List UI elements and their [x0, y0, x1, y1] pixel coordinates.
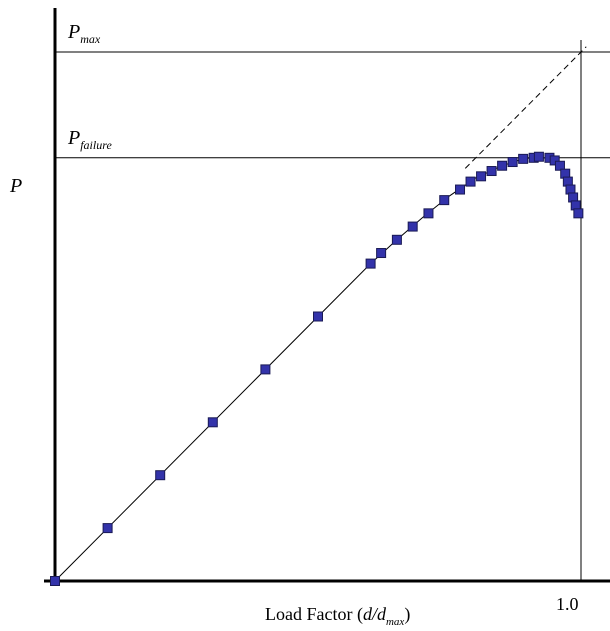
data-point-marker [50, 576, 60, 586]
x-axis-label-var: d/d [363, 604, 387, 624]
data-point-marker [518, 153, 529, 164]
data-point-marker [486, 166, 497, 177]
data-point-marker [549, 155, 560, 166]
data-point-marker [376, 248, 387, 259]
data-point-marker [554, 160, 565, 171]
data-point-marker [439, 195, 450, 206]
data-point-marker [423, 208, 434, 219]
x-axis-label-sub: max [386, 616, 404, 628]
data-point-marker [407, 221, 418, 232]
pfailure-label-main: P [67, 127, 80, 149]
elastic-extension-dashed-line [464, 46, 587, 169]
pmax-label-main: P [67, 21, 80, 43]
pfailure-label: Pfailure [67, 127, 112, 152]
data-point-marker [102, 523, 113, 534]
y-axis-label: P [9, 175, 22, 197]
pmax-label: Pmax [67, 21, 101, 46]
data-point-marker [497, 160, 508, 171]
data-point-marker [155, 470, 166, 481]
pmax-label-sub: max [80, 32, 101, 46]
x-axis-label-close: ) [404, 604, 410, 625]
data-point-marker [365, 258, 376, 269]
data-point-marker [207, 417, 218, 428]
data-point-marker [507, 157, 518, 168]
load-curve-line [54, 156, 579, 582]
x-axis-label-main: Load Factor ( [265, 604, 363, 625]
data-point-marker [476, 171, 487, 182]
data-markers [50, 151, 584, 586]
data-point-marker [465, 176, 476, 187]
data-point-marker [260, 364, 271, 375]
data-point-marker [313, 311, 323, 322]
data-point-marker [533, 151, 544, 162]
x-axis-label: Load Factor (d/dmax) [265, 604, 410, 628]
x-tick-label-1: 1.0 [556, 594, 579, 614]
data-point-marker [455, 184, 466, 195]
data-point-marker [573, 208, 584, 219]
pfailure-label-sub: failure [80, 138, 112, 152]
data-point-marker [391, 234, 402, 245]
